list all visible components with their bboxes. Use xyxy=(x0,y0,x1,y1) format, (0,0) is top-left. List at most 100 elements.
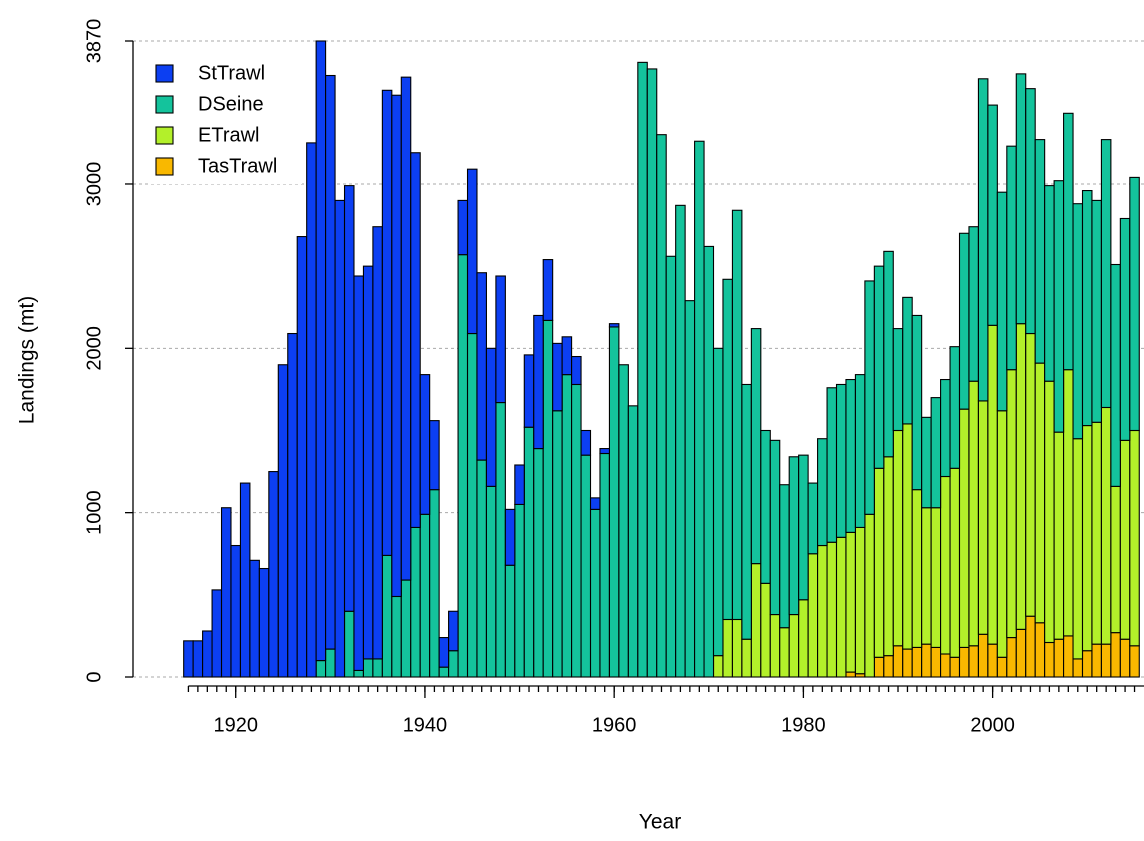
bar-segment xyxy=(400,579,412,678)
legend-swatch xyxy=(155,126,174,145)
bar-segment xyxy=(949,656,961,678)
bar-segment xyxy=(523,426,535,678)
bar-segment xyxy=(580,454,592,678)
bar-segment xyxy=(1091,421,1102,645)
bar-segment xyxy=(514,464,525,505)
bar-segment xyxy=(1053,638,1065,678)
x-tick-label: 1940 xyxy=(403,714,448,736)
bar-segment xyxy=(476,459,487,678)
bar-segment xyxy=(542,259,554,321)
bar-segment xyxy=(854,374,866,528)
bar-segment xyxy=(1034,622,1046,678)
bar-segment xyxy=(911,646,923,678)
bar-segment xyxy=(968,226,979,382)
bar-segment xyxy=(892,645,904,678)
bar-segment xyxy=(485,485,497,678)
bar-segment xyxy=(419,374,431,515)
bar-segment xyxy=(277,364,289,678)
bar-segment xyxy=(495,402,506,678)
bar-segment xyxy=(599,448,610,455)
bar-segment xyxy=(230,544,241,678)
y-tick-label: 3000 xyxy=(83,162,105,207)
bar-segment xyxy=(760,582,771,678)
bar-segment xyxy=(750,563,762,678)
bar-segment xyxy=(1100,406,1112,645)
bar-segment xyxy=(968,645,979,678)
bar-segment xyxy=(410,152,421,528)
bar-segment xyxy=(987,643,998,678)
bar-segment xyxy=(391,595,402,678)
bar-segment xyxy=(807,482,819,555)
bar-segment xyxy=(864,280,875,515)
bar-segment xyxy=(608,326,620,678)
bar-segment xyxy=(552,410,563,678)
bar-segment xyxy=(694,140,705,678)
bar-segment xyxy=(533,448,544,678)
bar-segment xyxy=(1081,190,1093,427)
bar-segment xyxy=(485,347,497,487)
bar-segment xyxy=(684,300,696,678)
x-axis-title: Year xyxy=(639,811,681,834)
bar-segment xyxy=(741,638,752,678)
bar-segment xyxy=(1034,362,1046,624)
legend-background xyxy=(150,56,302,184)
y-tick-label: 3870 xyxy=(83,19,105,64)
legend-swatch xyxy=(155,64,174,83)
bar-segment xyxy=(902,423,913,650)
bar-segment xyxy=(1110,263,1121,487)
bar-segment xyxy=(571,383,582,678)
bar-segment xyxy=(873,265,885,469)
bar-segment xyxy=(183,640,194,678)
bar-segment xyxy=(1006,369,1017,639)
bar-segment xyxy=(873,467,885,658)
legend-label: StTrawl xyxy=(198,62,265,84)
bar-segment xyxy=(287,332,298,678)
bar-segment xyxy=(930,507,942,648)
bar-segment xyxy=(817,544,828,678)
bar-segment xyxy=(712,655,724,678)
bar-segment xyxy=(1072,203,1084,440)
bar-segment xyxy=(1072,438,1084,660)
bar-segment xyxy=(1100,139,1112,409)
bar-segment xyxy=(779,627,790,678)
bar-segment xyxy=(476,272,487,461)
bar-segment xyxy=(911,489,923,648)
bar-segment xyxy=(1081,425,1093,652)
bar-segment xyxy=(750,328,762,565)
bar-segment xyxy=(419,513,431,678)
bar-segment xyxy=(977,633,989,678)
bar-segment xyxy=(1015,323,1027,630)
bar-segment xyxy=(760,429,771,584)
bar-segment xyxy=(334,199,346,678)
bar-segment xyxy=(1015,628,1027,678)
bar-segment xyxy=(854,526,866,675)
bar-segment xyxy=(362,658,374,678)
bar-segment xyxy=(930,397,942,509)
bar-segment xyxy=(826,541,838,678)
bar-segment xyxy=(1129,429,1140,647)
bar-segment xyxy=(835,383,847,538)
bar-segment xyxy=(1006,145,1017,371)
bar-segment xyxy=(987,104,998,326)
bar-segment xyxy=(268,471,279,678)
bar-segment xyxy=(864,513,875,678)
bar-segment xyxy=(996,410,1008,658)
legend-label: TasTrawl xyxy=(198,155,277,177)
y-axis-title: Landings (mt) xyxy=(16,296,39,424)
bar-segment xyxy=(845,531,856,673)
y-tick-label: 2000 xyxy=(83,326,105,371)
bar-segment xyxy=(892,328,904,432)
bar-segment xyxy=(343,610,355,678)
bar-segment xyxy=(1025,615,1036,678)
bar-segment xyxy=(817,438,828,547)
bar-segment xyxy=(845,671,856,678)
bar-segment xyxy=(845,378,856,533)
bar-segment xyxy=(589,508,601,678)
bar-segment xyxy=(533,314,544,450)
bar-segment xyxy=(192,640,204,678)
bar-segment xyxy=(731,209,743,621)
bar-segment xyxy=(977,400,989,635)
bar-segment xyxy=(495,275,506,404)
bar-segment xyxy=(1091,199,1102,423)
